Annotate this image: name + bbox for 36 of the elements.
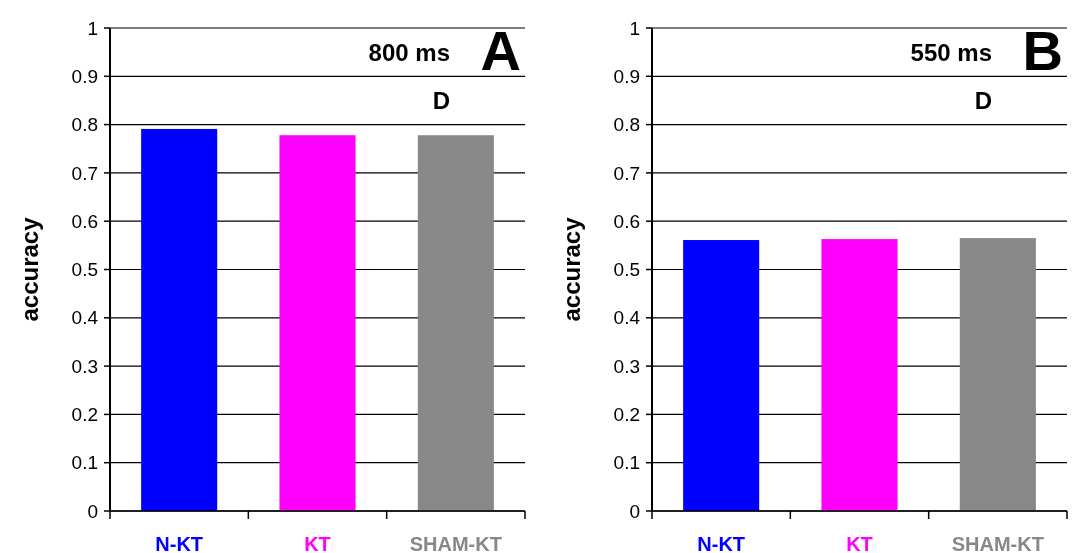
y-tick-label: 0.6 [613, 210, 640, 232]
x-tick-label: SHAM-KT [409, 533, 502, 553]
y-axis-title: accuracy [558, 216, 585, 322]
chart-title: B [1022, 19, 1063, 82]
y-tick-label: 0.1 [613, 452, 640, 474]
y-tick-label: 0 [87, 500, 98, 522]
y-tick-label: 0.2 [71, 404, 98, 426]
y-tick-label: 1 [87, 17, 98, 39]
y-tick-label: 0.4 [613, 307, 641, 329]
y-tick-label: 0.7 [613, 162, 640, 184]
y-tick-label: 0.3 [613, 355, 640, 377]
y-tick-label: 0.7 [71, 162, 98, 184]
y-tick-label: 0 [629, 500, 640, 522]
annotation: D [974, 87, 992, 114]
annotation: 550 ms [910, 39, 992, 66]
x-tick-label: KT [304, 533, 331, 553]
y-tick-label: 0.8 [613, 114, 640, 136]
x-tick-label: N-KT [697, 533, 746, 553]
y-tick-label: 1 [629, 17, 640, 39]
x-tick-label: SHAM-KT [951, 533, 1044, 553]
y-tick-label: 0.9 [71, 65, 98, 87]
annotation: D [432, 87, 450, 114]
y-tick-label: 0.3 [71, 355, 98, 377]
y-tick-label: 0.4 [71, 307, 99, 329]
y-axis-title: accuracy [16, 216, 43, 322]
x-tick-label: N-KT [155, 533, 204, 553]
annotation: 800 ms [368, 39, 450, 66]
x-tick-label: KT [846, 533, 873, 553]
y-tick-label: 0.5 [71, 259, 98, 281]
y-tick-label: 0.1 [71, 452, 98, 474]
chart-title: A [480, 19, 521, 82]
y-tick-label: 0.9 [613, 65, 640, 87]
y-tick-label: 0.8 [71, 114, 98, 136]
y-tick-label: 0.6 [71, 210, 98, 232]
y-tick-label: 0.5 [613, 259, 640, 281]
y-tick-label: 0.2 [613, 404, 640, 426]
